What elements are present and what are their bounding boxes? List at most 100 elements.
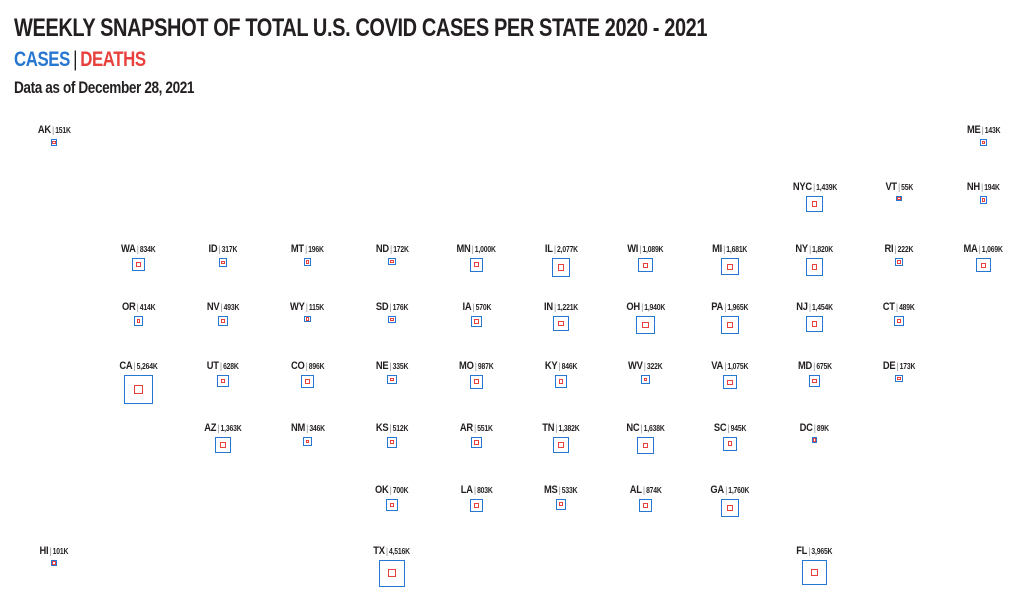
square-wrap (688, 437, 772, 451)
state-tile-MI: MI|1,681K (688, 243, 772, 276)
cases-value: 4,516K (389, 547, 411, 556)
square-wrap (435, 437, 519, 448)
cases-square (215, 437, 231, 453)
state-abbr: MA (963, 243, 978, 255)
state-label: WV|322K (604, 360, 688, 373)
state-label: UT|628K (181, 360, 265, 373)
square-wrap (97, 316, 181, 326)
state-abbr: DE (882, 360, 896, 372)
cases-square (50, 560, 58, 567)
cases-value: 1,382K (558, 424, 580, 433)
cases-value: 675K (815, 362, 832, 371)
label-divider: | (896, 360, 899, 371)
square-wrap (350, 560, 434, 587)
cases-value: 493K (223, 303, 240, 312)
state-label: DE|173K (857, 360, 941, 373)
square-wrap (604, 437, 688, 455)
state-label: NJ|1,454K (773, 301, 857, 314)
label-divider: | (473, 484, 476, 495)
cases-square (806, 196, 823, 213)
square-wrap (12, 139, 96, 146)
square-wrap (942, 139, 1024, 146)
state-abbr: TN (542, 422, 555, 434)
state-abbr: LA (460, 484, 473, 496)
state-label: MD|675K (773, 360, 857, 373)
deaths-square (305, 379, 310, 385)
state-abbr: NC (626, 422, 640, 434)
deaths-square (812, 438, 817, 442)
state-tile-PA: PA|1,965K (688, 301, 772, 335)
cases-value: 1,965K (727, 303, 749, 312)
cases-value: 1,363K (220, 424, 242, 433)
label-divider: | (896, 301, 899, 312)
state-abbr: MO (459, 360, 474, 372)
state-abbr: NM (290, 422, 305, 434)
cases-square (218, 258, 228, 267)
cases-square (895, 258, 903, 266)
label-divider: | (137, 243, 139, 254)
cases-square (979, 196, 988, 204)
cases-square (385, 499, 398, 512)
state-abbr: MI (712, 243, 723, 255)
deaths-square (558, 502, 564, 507)
state-tile-MA: MA|1,069K (942, 243, 1024, 273)
state-tile-NV: NV|493K (181, 301, 265, 327)
cases-value: 1,221K (557, 303, 579, 312)
square-wrap (181, 258, 265, 267)
state-abbr: WY (290, 301, 306, 313)
label-divider: | (809, 243, 812, 254)
deaths-square (811, 321, 818, 327)
label-divider: | (808, 301, 811, 312)
cases-value: 222K (897, 245, 914, 254)
cases-value: 173K (899, 362, 916, 371)
deaths-square (643, 377, 648, 382)
cases-square (893, 316, 905, 327)
state-label: CA|5,264K (97, 360, 181, 373)
cases-square (133, 316, 144, 326)
label-divider: | (472, 243, 474, 254)
deaths-square (389, 502, 395, 508)
state-abbr: OK (375, 484, 389, 496)
square-wrap (519, 499, 603, 510)
state-abbr: AL (629, 484, 642, 496)
state-abbr: WA (121, 243, 136, 255)
cases-value: 1,940K (643, 303, 665, 312)
legend-cases-label: CASES (14, 48, 70, 71)
cases-value: 1,760K (728, 486, 750, 495)
label-divider: | (724, 360, 727, 371)
label-divider: | (640, 301, 643, 312)
deaths-square (811, 201, 818, 207)
state-tile-IL: IL|2,077K (519, 243, 603, 277)
state-tile-MO: MO|987K (435, 360, 519, 389)
cases-value: 1,075K (727, 362, 749, 371)
state-label: AK|151K (12, 124, 96, 137)
state-label: WA|834K (97, 243, 181, 256)
label-divider: | (897, 181, 900, 192)
state-tile-IN: IN|1,221K (519, 301, 603, 332)
deaths-square (812, 378, 817, 384)
state-label: IA|570K (435, 301, 519, 314)
label-divider: | (894, 243, 897, 254)
deaths-square (897, 260, 901, 264)
cases-square (386, 437, 398, 448)
legend: CASES | DEATHS (14, 48, 179, 72)
state-tile-ND: ND|172K (350, 243, 434, 266)
cases-value: 194K (984, 183, 1000, 192)
cases-square (806, 316, 823, 333)
state-label: CO|896K (266, 360, 350, 373)
square-wrap (857, 196, 941, 202)
label-divider: | (640, 422, 643, 433)
state-abbr: AK (37, 124, 51, 136)
cases-square (300, 375, 315, 389)
square-wrap (688, 499, 772, 517)
square-wrap (942, 196, 1024, 204)
square-wrap (435, 258, 519, 272)
cases-value: 89K (817, 424, 830, 433)
state-tile-MN: MN|1,000K (435, 243, 519, 272)
square-wrap (181, 316, 265, 327)
cases-square (805, 258, 824, 276)
cases-value: 628K (223, 362, 239, 371)
deaths-square (810, 568, 819, 577)
state-tile-AL: AL|874K (604, 484, 688, 513)
cases-square (636, 437, 655, 455)
